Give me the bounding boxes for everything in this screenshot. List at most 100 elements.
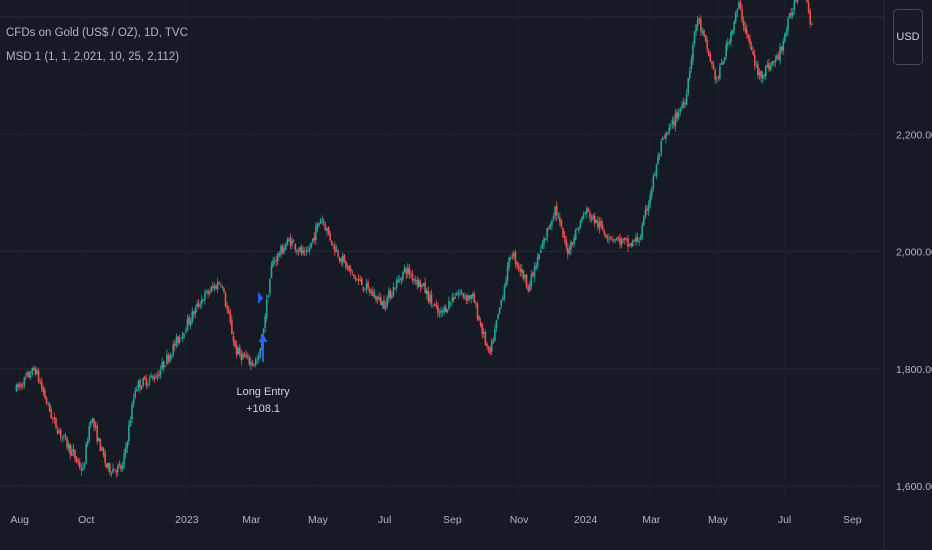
- candle-body: [574, 229, 577, 240]
- candle-body: [172, 344, 175, 356]
- candle-body: [533, 267, 536, 278]
- candle-body: [700, 19, 702, 32]
- candle-body: [452, 297, 455, 300]
- candle-body: [74, 450, 76, 459]
- candle-body: [486, 343, 488, 347]
- candle-body: [194, 307, 197, 314]
- candle-body: [451, 298, 453, 301]
- currency-badge[interactable]: USD: [893, 9, 923, 65]
- candle-body: [711, 61, 713, 65]
- candle-body: [509, 257, 512, 259]
- candle-body: [142, 378, 144, 387]
- candle-body: [229, 313, 232, 323]
- candle-body: [717, 77, 720, 78]
- candle-body: [362, 286, 365, 290]
- candle-body: [608, 238, 610, 240]
- candle-body: [687, 78, 689, 94]
- candle-body: [246, 355, 249, 357]
- candle-body: [224, 293, 227, 307]
- candle-body: [693, 31, 696, 44]
- candle-body: [766, 64, 769, 68]
- candle-body: [657, 156, 659, 164]
- candle-body: [47, 402, 49, 403]
- candle-body: [109, 463, 111, 473]
- candle-body: [334, 245, 336, 253]
- candle-body: [471, 293, 474, 297]
- candle-body: [275, 260, 278, 262]
- candle-body: [139, 380, 141, 388]
- candle-body: [785, 31, 788, 35]
- candle-body: [655, 164, 658, 176]
- candle-body: [663, 136, 666, 138]
- candle-body: [511, 257, 514, 258]
- candle-body: [638, 240, 640, 243]
- candle-body: [216, 282, 219, 290]
- candle-body: [340, 258, 342, 262]
- candle-body: [646, 208, 648, 211]
- candle-body: [381, 301, 384, 306]
- candle-body: [227, 309, 230, 314]
- candle-body: [63, 434, 65, 437]
- candle-body: [658, 154, 661, 156]
- candle-body: [494, 329, 496, 341]
- candle-body: [611, 239, 613, 240]
- candle-body: [383, 299, 385, 309]
- candle-body: [612, 240, 615, 241]
- candle-body: [444, 307, 447, 313]
- candle-body: [83, 464, 86, 467]
- candle-body: [288, 239, 290, 241]
- candle-body: [391, 294, 393, 298]
- candle-body: [64, 435, 67, 437]
- candle-body: [641, 224, 644, 238]
- candle-body: [462, 293, 464, 297]
- candle-body: [91, 418, 94, 423]
- candle-body: [519, 268, 522, 272]
- candle-body: [688, 70, 691, 79]
- candle-body: [585, 208, 588, 214]
- candle-body: [178, 337, 181, 343]
- candle-body: [134, 390, 137, 398]
- candle-body: [500, 300, 503, 306]
- candle-body: [110, 472, 113, 474]
- candle-body: [269, 279, 271, 294]
- symbol-legend[interactable]: CFDs on Gold (US$ / OZ), 1D, TVC: [6, 27, 188, 39]
- candle-body: [671, 119, 674, 124]
- candle-body: [530, 274, 533, 287]
- candle-body: [760, 71, 762, 78]
- candle-body: [753, 54, 756, 66]
- candle-body: [56, 429, 59, 434]
- candle-body: [573, 238, 575, 244]
- candle-body: [296, 250, 298, 252]
- candle-body: [162, 361, 165, 368]
- candle-body: [337, 250, 339, 257]
- candle-body: [456, 293, 458, 296]
- candle-body: [18, 385, 21, 387]
- candle-body: [747, 34, 750, 39]
- x-tick-label: 2023: [175, 514, 199, 526]
- candle-body: [299, 247, 301, 252]
- indicator-legend[interactable]: MSD 1 (1, 1, 2,021, 10, 25, 2,112): [6, 51, 180, 63]
- candle-body: [424, 282, 426, 294]
- candle-body: [536, 256, 539, 267]
- candle-body: [692, 45, 694, 62]
- candle-body: [66, 437, 68, 448]
- candle-body: [490, 341, 493, 352]
- candle-body: [326, 228, 328, 232]
- candle-body: [726, 42, 729, 46]
- candle-body: [706, 40, 708, 50]
- candle-body: [189, 321, 192, 326]
- candle-body: [681, 105, 683, 108]
- candle-body: [587, 208, 590, 212]
- candle-body: [712, 64, 715, 70]
- candle-body: [335, 249, 338, 252]
- candle-body: [99, 438, 102, 451]
- candle-body: [238, 347, 241, 354]
- candle-body: [121, 465, 124, 470]
- candle-body: [67, 444, 70, 449]
- candle-body: [606, 236, 609, 239]
- x-tick-label: Jul: [778, 514, 791, 526]
- candle-body: [193, 311, 195, 315]
- candle-body: [286, 239, 289, 245]
- candle-body: [467, 295, 469, 301]
